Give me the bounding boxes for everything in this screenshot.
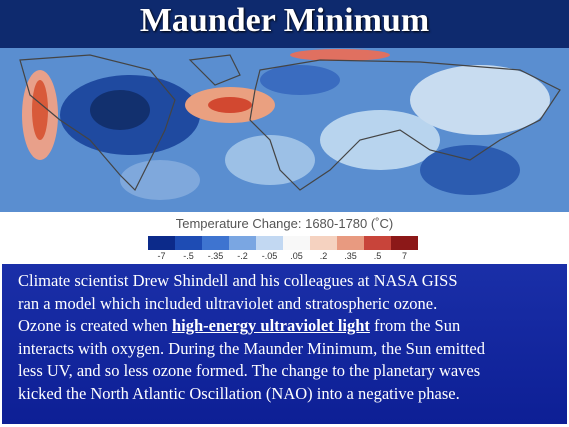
color-scale-ticks: -7 -.5 -.35 -.2 -.05 .05 .2 .35 .5 7 (148, 251, 418, 263)
text-segment: from the Sun (369, 316, 461, 335)
color-scale (148, 236, 418, 250)
highlight-text: high-energy ultraviolet light (171, 316, 370, 335)
text-segment: Climate scientist Drew Shindell and his … (18, 271, 458, 290)
tick-label: 7 (401, 251, 407, 261)
text-box: Climate scientist Drew Shindell and his … (2, 264, 567, 424)
text-segment: kicked the North Atlantic Oscillation (N… (18, 383, 460, 403)
text-line: ran a model which included ultraviolet a… (18, 293, 567, 316)
text-segment: Ozone is created when (18, 316, 172, 335)
tick-label: .35 (344, 251, 357, 261)
text-line: Ozone is created when high-energy ultrav… (18, 315, 567, 338)
text-line: Climate scientist Drew Shindell and his … (18, 270, 567, 293)
tick-label: -.35 (207, 251, 224, 261)
tick-label: -.05 (261, 251, 278, 261)
tick-label: .2 (319, 251, 328, 261)
tick-label: -.2 (237, 251, 248, 261)
text-segment: less UV, and so less ozone formed. The c… (18, 361, 481, 380)
temperature-map (0, 0, 569, 212)
text-segment: ran a model which included ultraviolet a… (18, 293, 438, 313)
tick-label: -.5 (183, 251, 194, 261)
text-line: interacts with oxygen. During the Maunde… (18, 338, 567, 361)
legend-label: Temperature Change: 1680-1780 (˚C) (175, 216, 394, 231)
tick-label: -7 (157, 251, 166, 261)
text-line: less UV, and so less ozone formed. The c… (18, 360, 567, 383)
tick-label: .05 (290, 251, 303, 261)
tick-label: .5 (373, 251, 382, 261)
text-line: kicked the North Atlantic Oscillation (N… (18, 383, 567, 406)
text-segment: interacts with oxygen. During the Maunde… (18, 338, 485, 358)
slide-title: Maunder Minimum (139, 2, 430, 39)
